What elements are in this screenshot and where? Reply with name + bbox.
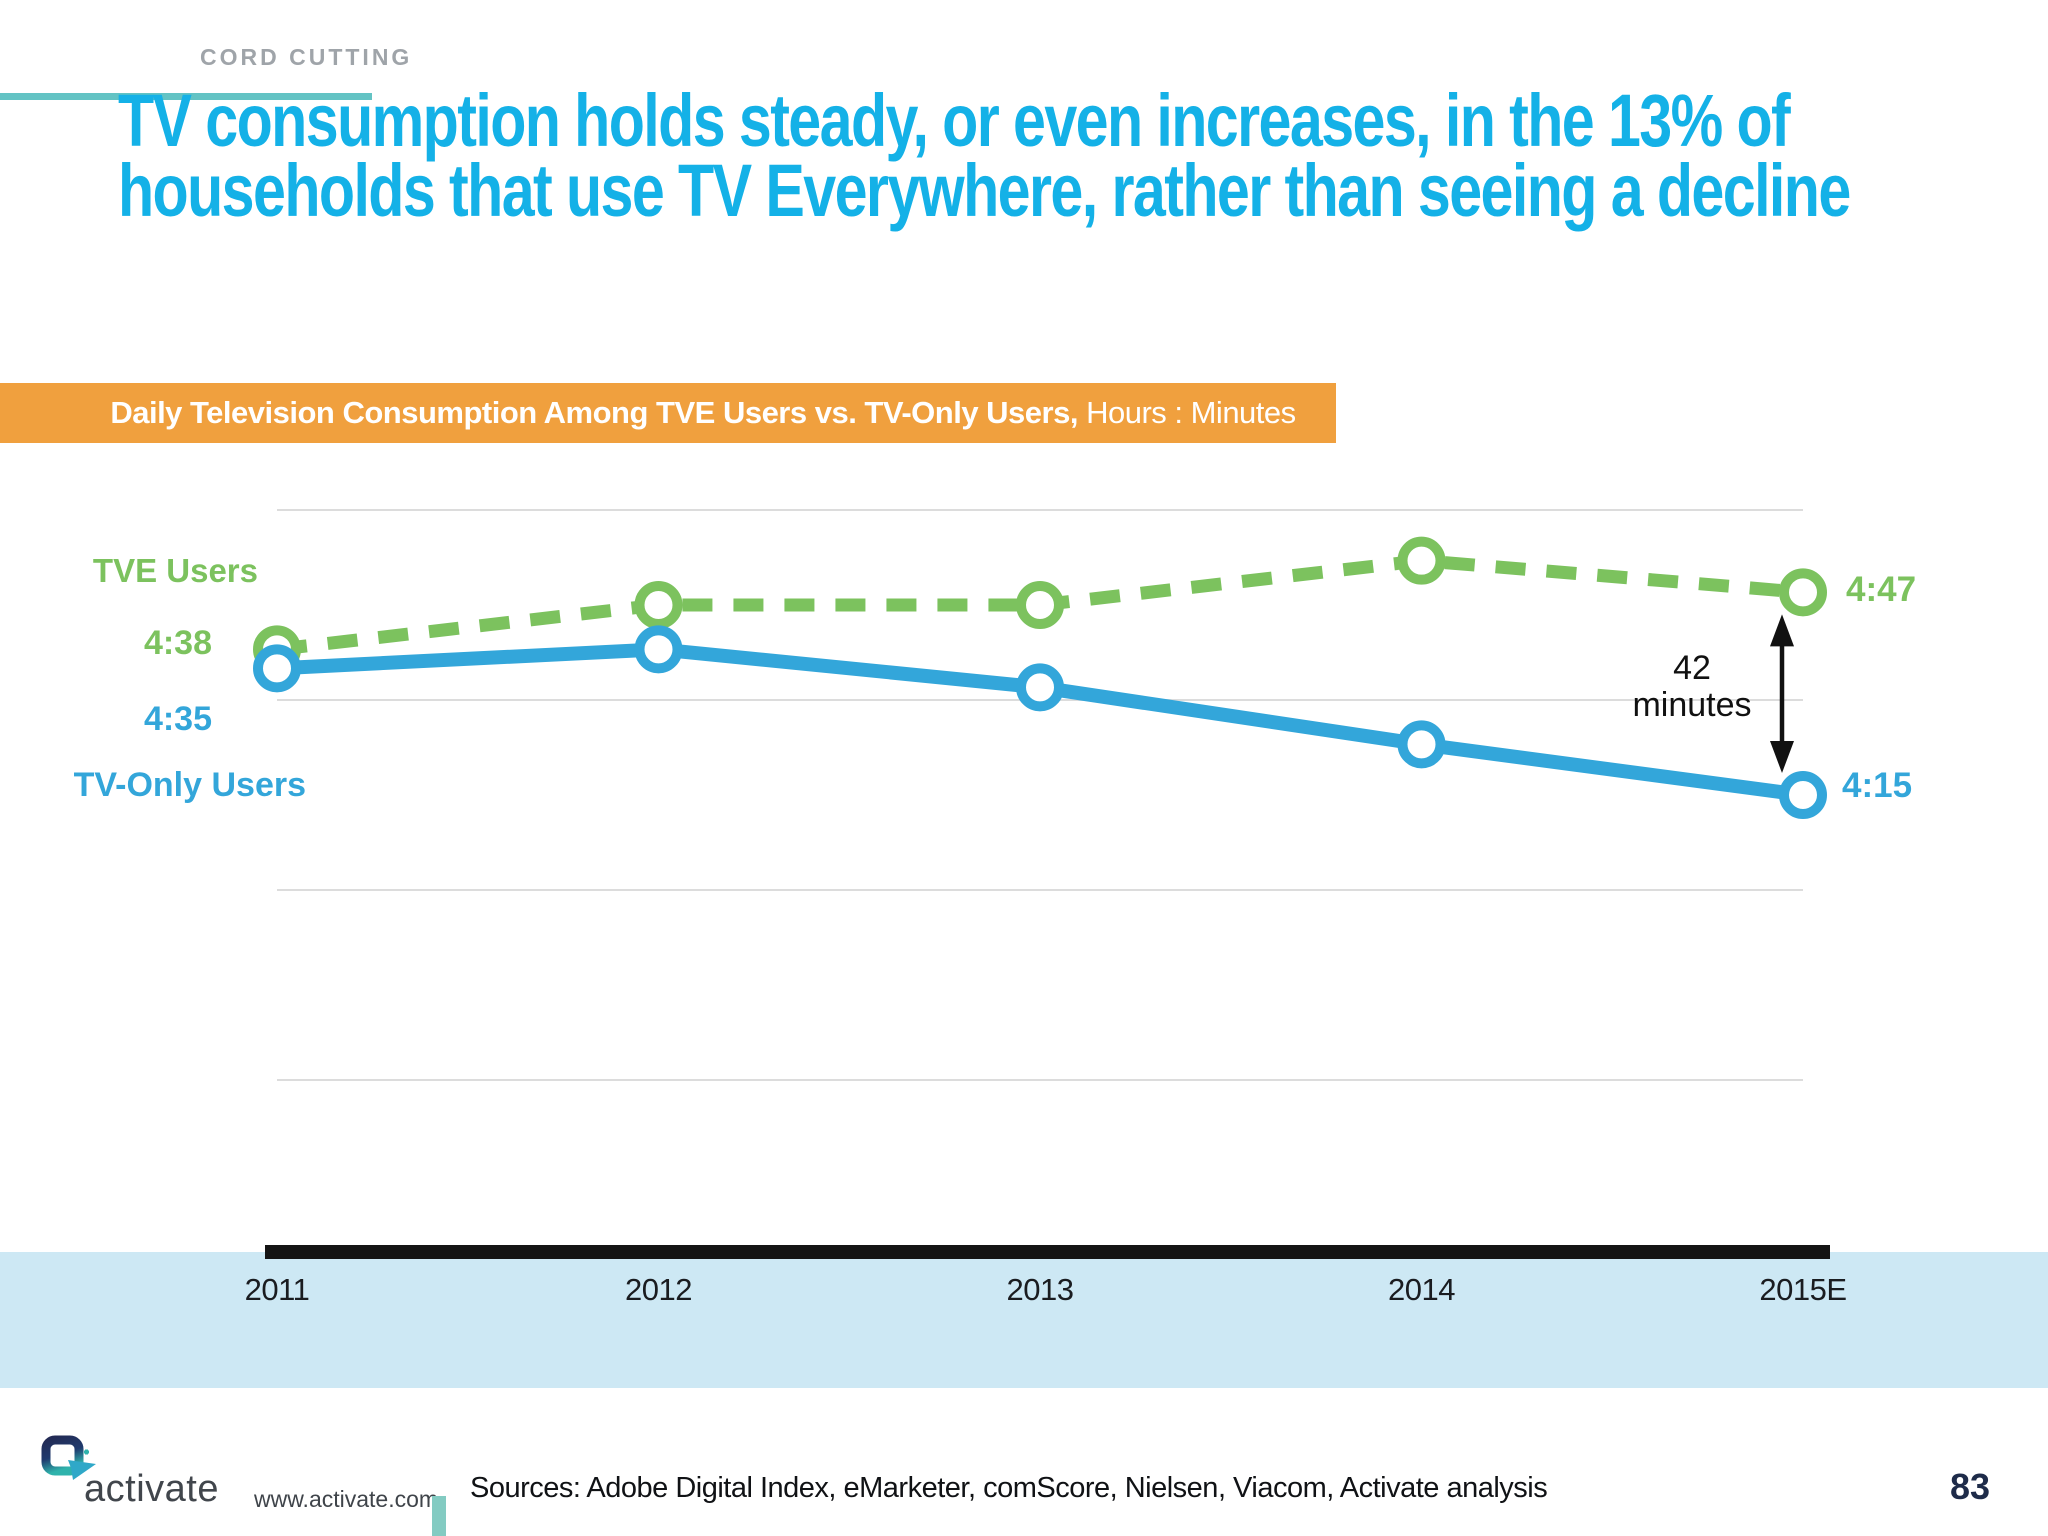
x-axis-label-2015E: 2015E (1759, 1272, 1847, 1307)
series-line-tvonly (270, 642, 1810, 802)
tvonly-end-value: 4:15 (1842, 766, 1913, 805)
data-point-tve-2015E (1779, 568, 1827, 617)
legend-tve-users: TVE Users (92, 552, 258, 589)
x-axis-label-2012: 2012 (625, 1272, 692, 1307)
legend-tvonly-users: TV-Only Users (73, 766, 306, 804)
data-point-tvonly-2012 (634, 625, 683, 674)
x-axis-label-2014: 2014 (1388, 1272, 1455, 1307)
tve-end-value: 4:47 (1846, 570, 1917, 609)
data-point-tvonly-2014 (1397, 720, 1446, 769)
series-line-tve (276, 554, 1804, 656)
brand-url: www.activate.com (254, 1486, 439, 1512)
eyebrow-underline (0, 93, 372, 100)
activate-logo-icon (41, 1435, 96, 1480)
data-point-tve-2014 (1397, 536, 1446, 585)
page-number: 83 (1949, 1466, 1990, 1507)
section-eyebrow: CORD CUTTING (200, 44, 413, 70)
data-point-tve-2012 (634, 581, 683, 629)
x-axis-line (265, 1245, 1830, 1259)
gap-annotation-unit: minutes (1632, 686, 1752, 724)
data-point-tvonly-2015E (1779, 771, 1827, 819)
chart-title-banner: Daily Television Consumption Among TVE U… (0, 383, 1336, 443)
gap-arrow-head-down (1770, 741, 1794, 773)
data-point-tvonly-2011 (253, 644, 301, 693)
chart-title-units: Hours : Minutes (1086, 395, 1296, 430)
tvonly-start-value: 4:35 (143, 700, 212, 738)
data-point-tve-2013 (1016, 581, 1064, 629)
gap-arrow-head-up (1770, 614, 1794, 647)
slide-title: TV consumption holds steady, or even inc… (118, 79, 1926, 232)
footer-teal-accent (432, 1496, 446, 1536)
x-axis-label-2013: 2013 (1006, 1272, 1074, 1307)
gap-annotation-value: 42 (1673, 649, 1711, 687)
slide-title-line1: TV consumption holds steady, or even inc… (118, 79, 1791, 162)
brand-name: activate (84, 1468, 219, 1510)
chart-title-bold: Daily Television Consumption Among TVE U… (110, 395, 1087, 430)
data-point-tvonly-2013 (1016, 663, 1064, 712)
gap-annotation: 42 minutes (1592, 650, 1792, 724)
sources-note: Sources: Adobe Digital Index, eMarketer,… (470, 1472, 1548, 1504)
data-point-tve-2011 (253, 625, 301, 674)
tve-start-value: 4:38 (143, 624, 212, 662)
slide-title-line2: households that use TV Everywhere, rathe… (118, 149, 1851, 232)
x-axis-label-2011: 2011 (244, 1272, 310, 1307)
